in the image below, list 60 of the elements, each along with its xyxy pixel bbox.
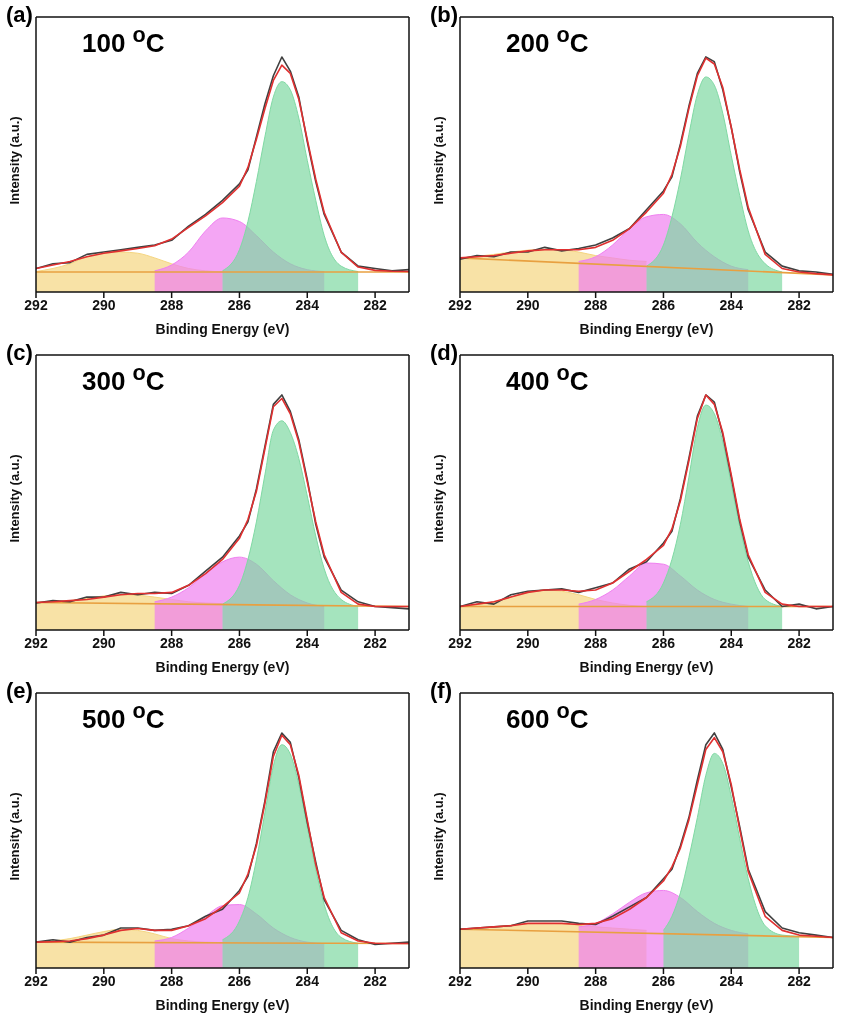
x-tick-label: 288 [583,296,608,313]
x-axis-title: Binding Energy (eV) [579,321,714,337]
x-tick-label: 286 [651,296,676,313]
x-tick-label: 284 [295,634,320,651]
y-axis-title: Intensity (a.u.) [430,454,446,543]
annotation: 200 $^{o}$C [506,22,589,59]
x-tick-label: 284 [719,634,744,651]
x-tick-label: 290 [516,634,540,651]
x-tick-label: 290 [516,296,540,313]
annotation: 400 $^{o}$C [506,360,589,397]
x-tick-label: 282 [363,634,387,651]
x-tick-label: 282 [787,972,811,989]
x-tick-label: 290 [92,296,116,313]
y-axis-title: Intensity (a.u.) [6,792,22,881]
x-tick-label: 282 [787,634,811,651]
chart-title: (b) [430,2,459,28]
x-tick-label: 284 [719,296,744,313]
x-tick-label: 284 [295,296,320,313]
x-tick-label: 288 [583,634,608,651]
x-tick-label: 290 [92,972,116,989]
x-tick-label: 286 [227,634,252,651]
x-tick-label: 286 [227,972,252,989]
x-tick-label: 286 [651,634,676,651]
x-axis-title: Binding Energy (eV) [155,321,290,337]
x-tick-label: 292 [448,296,472,313]
annotation: 600 $^{o}$C [506,698,589,735]
x-tick-label: 282 [363,296,387,313]
x-tick-label: 292 [448,634,472,651]
x-tick-label: 292 [24,634,48,651]
y-axis-title: Intensity (a.u.) [430,792,446,881]
x-axis-title: Binding Energy (eV) [155,997,290,1013]
annotation: 100 $^{o}$C [82,22,165,59]
x-tick-label: 292 [24,296,48,313]
x-tick-label: 284 [295,972,320,989]
x-tick-label: 286 [651,972,676,989]
x-axis-title: Binding Energy (eV) [579,659,714,675]
y-axis-title: Intensity (a.u.) [430,116,446,205]
annotation: 300 $^{o}$C [82,360,165,397]
x-tick-label: 292 [24,972,48,989]
x-tick-label: 282 [787,296,811,313]
x-tick-label: 286 [227,296,252,313]
x-tick-label: 288 [159,972,184,989]
x-axis-title: Binding Energy (eV) [155,659,290,675]
x-tick-label: 288 [159,634,184,651]
x-tick-label: 290 [92,634,116,651]
y-axis-title: Intensity (a.u.) [6,116,22,205]
chart-title: (a) [6,2,33,28]
x-tick-label: 288 [159,296,184,313]
chart-title: (c) [6,340,33,366]
annotation: 500 $^{o}$C [82,698,165,735]
chart-title: (e) [6,678,33,704]
x-tick-label: 284 [719,972,744,989]
x-tick-label: 290 [516,972,540,989]
chart-title: (d) [430,340,459,366]
x-axis-title: Binding Energy (eV) [579,997,714,1013]
y-axis-title: Intensity (a.u.) [6,454,22,543]
x-tick-label: 288 [583,972,608,989]
chart-title: (f) [430,678,452,704]
x-tick-label: 292 [448,972,472,989]
x-tick-label: 282 [363,972,387,989]
